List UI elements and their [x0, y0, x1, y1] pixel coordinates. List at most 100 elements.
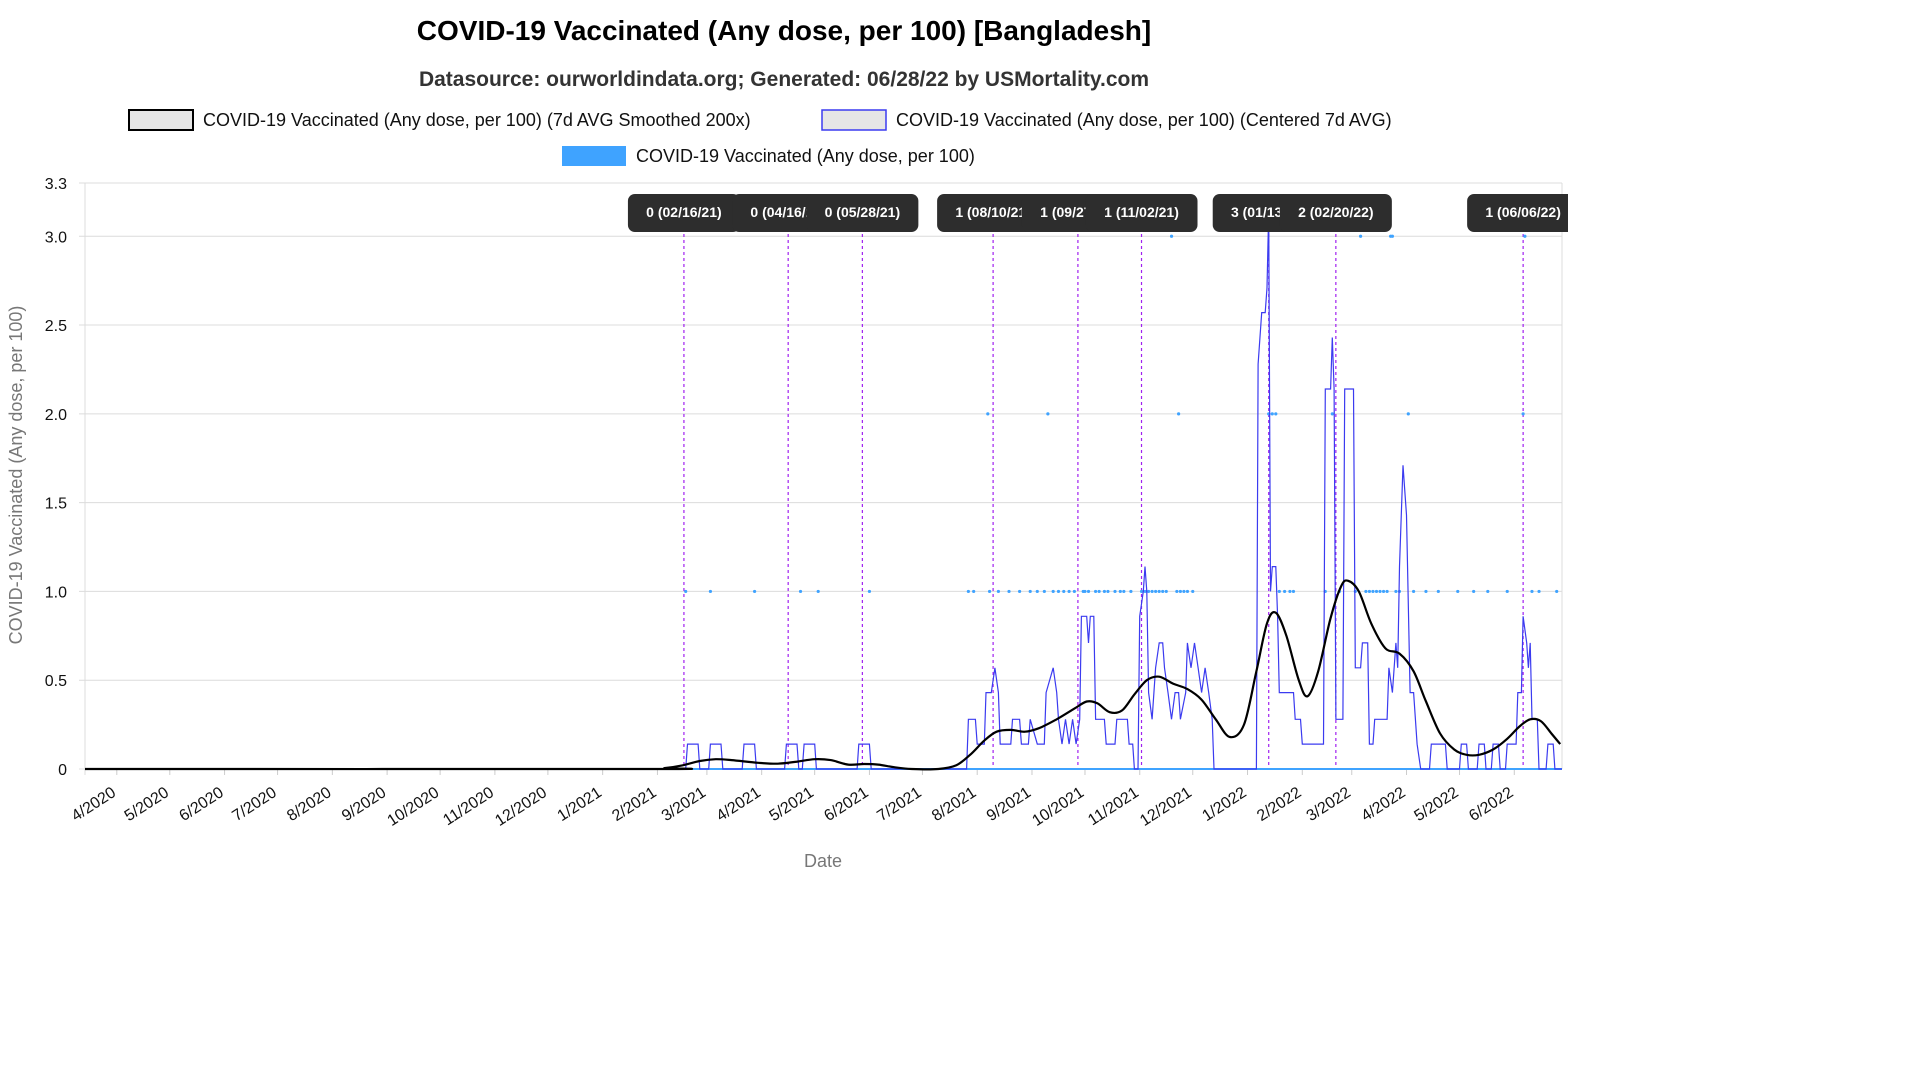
- legend-item-smoothed[interactable]: COVID-19 Vaccinated (Any dose, per 100) …: [128, 109, 751, 131]
- x-tick-labels: 4/2020 5/2020 6/2020 7/2020 8/2020 9/202010/2…: [69, 784, 1517, 830]
- daily-point: [1283, 589, 1287, 594]
- x-tick-label: 10/2020: [385, 784, 443, 830]
- annotation-lines: [683, 228, 1524, 769]
- daily-point: [1122, 589, 1126, 594]
- annotation-box: [1085, 194, 1198, 232]
- annotation-label: 2 (02/20/22): [1279, 194, 1392, 232]
- annotation-box: [1279, 194, 1392, 232]
- y-tick-labels: 0 0.5 1.0 1.5 2.0 2.5 3.0 3.3: [45, 176, 67, 779]
- daily-point: [986, 412, 990, 416]
- daily-point: [1381, 589, 1386, 594]
- daily-point: [1523, 234, 1527, 238]
- x-tick-label: 3/2022: [1304, 784, 1354, 825]
- annotation-box: [1467, 194, 1568, 232]
- daily-point: [1185, 589, 1190, 594]
- daily-point: [1390, 234, 1394, 238]
- annotation-label: 0 (05/28/21): [806, 194, 919, 232]
- daily-point: [1505, 589, 1509, 594]
- daily-point: [1051, 589, 1055, 594]
- legend-item-daily[interactable]: COVID-19 Vaccinated (Any dose, per 100): [562, 146, 975, 166]
- daily-point: [1291, 589, 1296, 594]
- y-tick-label: 0: [58, 762, 67, 779]
- x-tick-label: 3/2021: [659, 784, 709, 825]
- daily-point: [1178, 589, 1182, 594]
- y-tick-label: 3.3: [45, 176, 67, 193]
- x-tick-label: 2/2022: [1254, 784, 1304, 825]
- x-tick-label: 1/2021: [555, 784, 605, 825]
- daily-point: [1385, 589, 1389, 594]
- daily-point: [1358, 234, 1363, 238]
- daily-point: [1067, 589, 1071, 594]
- daily-point: [1083, 589, 1087, 594]
- legend-label-centered: COVID-19 Vaccinated (Any dose, per 100) …: [896, 110, 1392, 130]
- daily-point: [1486, 589, 1490, 594]
- smoothed-line: [84, 579, 1562, 771]
- y-tick-label: 3.0: [45, 229, 67, 246]
- daily-point: [1177, 412, 1181, 416]
- x-tick-label: 4/2021: [714, 784, 764, 825]
- x-tick-label: 11/2021: [1085, 784, 1142, 829]
- daily-point: [1378, 589, 1382, 594]
- daily-point: [816, 589, 820, 594]
- daily-point: [1139, 589, 1144, 594]
- annotation-box: [937, 194, 1050, 232]
- annotation-label: 1 (08/10/21): [937, 194, 1050, 232]
- chart-title: COVID-19 Vaccinated (Any dose, per 100) …: [417, 15, 1151, 46]
- daily-point: [1150, 589, 1154, 594]
- annotation-box: [806, 194, 919, 232]
- daily-point: [1102, 589, 1107, 594]
- x-tick-label: 12/2020: [492, 784, 550, 830]
- gridlines: [79, 182, 1563, 775]
- daily-point: [1424, 589, 1428, 594]
- daily-point: [1288, 589, 1292, 594]
- x-tick-label: 6/2020: [176, 784, 226, 825]
- daily-point: [1330, 412, 1334, 416]
- daily-point: [1143, 589, 1147, 594]
- legend-item-centered[interactable]: COVID-19 Vaccinated (Any dose, per 100) …: [821, 109, 1392, 131]
- daily-point: [1157, 589, 1161, 594]
- y-tick-label: 1.5: [45, 496, 67, 513]
- daily-point: [1106, 589, 1110, 594]
- daily-point: [1129, 589, 1133, 594]
- daily-point: [1046, 412, 1050, 416]
- daily-point: [1169, 234, 1174, 238]
- daily-point: [996, 589, 1001, 594]
- x-tick-label: 10/2021: [1029, 784, 1087, 830]
- daily-point: [966, 589, 970, 594]
- daily-point: [1472, 589, 1476, 594]
- y-tick-label: 1.0: [45, 584, 67, 601]
- annotation-text: 1 (06/06/22): [1485, 204, 1561, 220]
- y-axis-title: COVID-19 Vaccinated (Any dose, per 100): [6, 306, 26, 645]
- annotation-boxes: 0 (02/16/21) 0 (04/16/21)0 (05/28/21) 1 (0…: [627, 194, 1568, 232]
- annotation-text: 1 (08/10/21): [955, 204, 1031, 220]
- legend-label-daily: COVID-19 Vaccinated (Any dose, per 100): [636, 146, 975, 166]
- daily-point: [1371, 589, 1375, 594]
- x-tick-label: 11/2020: [440, 784, 497, 829]
- daily-point: [1175, 589, 1179, 594]
- daily-point: [1093, 589, 1098, 594]
- daily-point: [1035, 589, 1039, 594]
- chart-svg: COVID-19 Vaccinated (Any dose, per 100) …: [6, 15, 1568, 871]
- y-tick-label: 0.5: [45, 673, 67, 690]
- annotation-text: 2 (02/20/22): [1298, 204, 1374, 220]
- x-tick-label: 6/2021: [821, 784, 871, 825]
- x-tick-label: 2/2021: [609, 784, 659, 825]
- daily-point: [1113, 589, 1117, 594]
- daily-point: [1097, 589, 1101, 594]
- daily-point: [1537, 589, 1541, 594]
- daily-point: [1270, 412, 1274, 416]
- daily-point: [1018, 589, 1022, 594]
- x-tick-label: 7/2021: [874, 784, 924, 825]
- legend-swatch-smoothed: [128, 109, 194, 131]
- daily-point: [1182, 589, 1186, 594]
- legend-swatch-centered: [821, 109, 887, 131]
- daily-point: [1411, 589, 1416, 594]
- annotation-text: 0 (02/16/21): [646, 204, 722, 220]
- daily-point: [1154, 589, 1158, 594]
- daily-point: [1062, 589, 1066, 594]
- daily-point: [1191, 589, 1195, 594]
- x-tick-label: 1/2022: [1199, 784, 1249, 825]
- daily-point: [1555, 589, 1559, 594]
- x-axis-title: Date: [804, 851, 842, 871]
- daily-point: [1406, 412, 1410, 416]
